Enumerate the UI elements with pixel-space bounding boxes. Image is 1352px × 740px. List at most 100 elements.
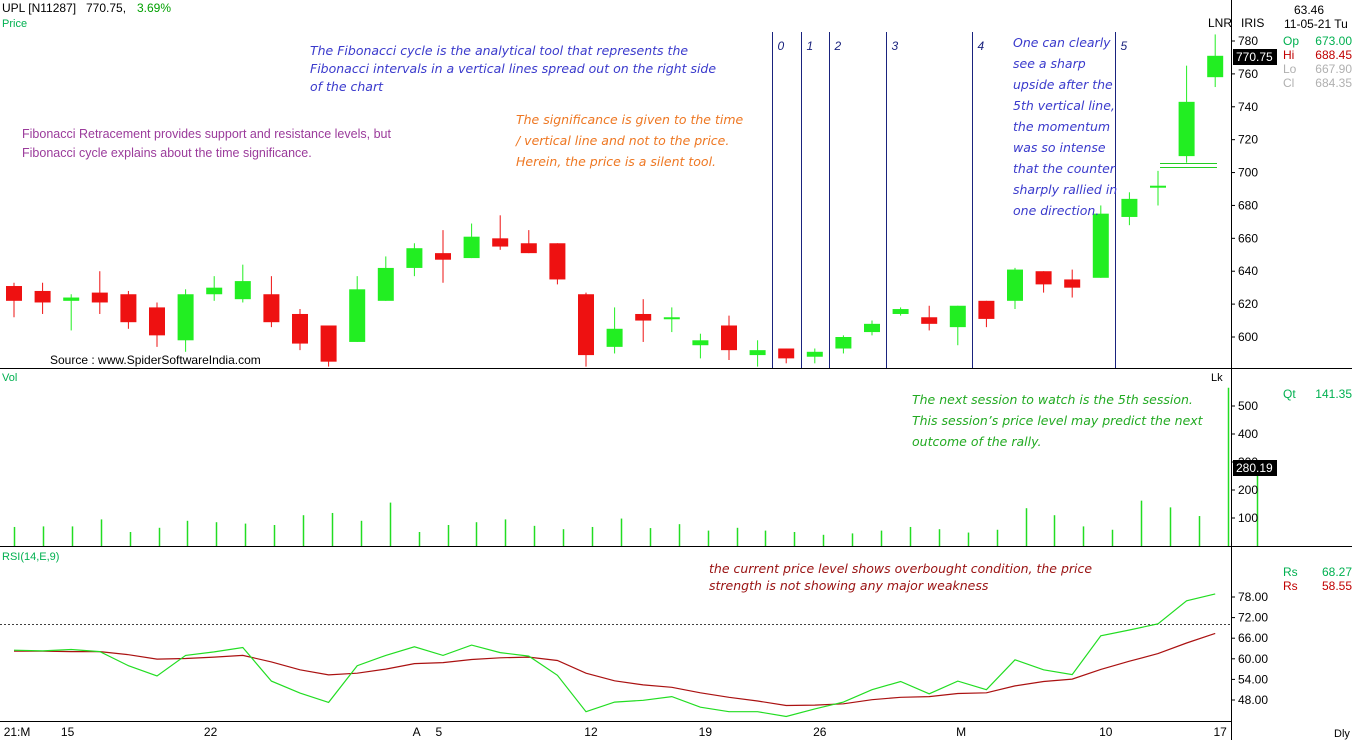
candle-body: [292, 313, 308, 344]
candle-body: [320, 325, 337, 362]
candle-body: [663, 317, 680, 320]
candle-body: [149, 307, 165, 336]
annotation-upside-line: One can clearly: [1013, 35, 1111, 50]
iris-label: IRIS: [1241, 16, 1264, 30]
last-price-tag-text: 770.75: [1236, 50, 1273, 64]
annotation-next-session: The next session to watch is the 5th ses…: [912, 392, 1204, 449]
ohlc-value: 684.35: [1315, 76, 1352, 90]
header-change: 3.69%: [137, 1, 171, 15]
annotation-next-session-line: The next session to watch is the 5th ses…: [912, 392, 1193, 407]
date-axis-labels: 21:M 15 22 A 5 12 19 26 M 10 17: [4, 725, 1227, 739]
fibonacci-time-lines: 0 1 2 3 4 5: [772, 32, 1128, 368]
annotation-rsi-note: the current price level shows overbought…: [709, 561, 1092, 593]
annotation-next-session-line: outcome of the rally.: [912, 434, 1042, 449]
price-tick-label: 640: [1238, 264, 1258, 278]
candle-body: [120, 294, 137, 323]
annotation-upside-line: upside after the: [1013, 77, 1113, 92]
rsi-tick-label: 54.00: [1238, 672, 1268, 686]
rsi-tick-label: 78.00: [1238, 590, 1268, 604]
candle-body: [463, 236, 480, 259]
rsi-panel-label: RSI(14,E,9): [2, 551, 59, 563]
candle-body: [721, 325, 737, 351]
date-label: 10: [1099, 725, 1113, 739]
price-panel-label: Price: [2, 18, 27, 30]
source-credit: Source : www.SpiderSoftwareIndia.com: [50, 353, 261, 367]
date-label: 12: [584, 725, 598, 739]
annotation-significance-line: / vertical line and not to the price.: [515, 133, 729, 148]
price-tick-label: 700: [1238, 166, 1258, 180]
volume-tag-bg: [1233, 460, 1277, 476]
date-label: A: [413, 725, 421, 739]
volume-panel-label: Vol: [2, 372, 17, 384]
date-label: 22: [204, 725, 218, 739]
rsi-line: [13, 593, 1216, 718]
candle-body: [578, 294, 594, 356]
rsi-readout-value: 68.27: [1322, 565, 1352, 579]
volume-tick-label: 400: [1238, 427, 1258, 441]
annotation-fib-cycle: The Fibonacci cycle is the analytical to…: [310, 43, 716, 94]
rsi-readout-value: 58.55: [1322, 579, 1352, 593]
candle-body: [349, 289, 366, 342]
rsi-tick-label: 48.00: [1238, 693, 1268, 707]
annotation-upside-line: that the counter: [1013, 161, 1116, 176]
annotation-upside-line: see a sharp: [1013, 56, 1086, 71]
price-tick-label: 740: [1238, 100, 1258, 114]
dly-label: Dly: [1334, 728, 1350, 740]
candle-body: [406, 248, 423, 268]
annotation-rsi-note-line: the current price level shows overbought…: [709, 561, 1092, 576]
candle-body: [949, 305, 966, 328]
candle-body: [1064, 279, 1081, 288]
candle-body: [63, 297, 80, 301]
qt-value: 141.35: [1315, 387, 1352, 401]
candle-body: [34, 290, 51, 303]
price-axis-ticks: 600 620 640 660 680 700 720 740 760 780: [1231, 34, 1258, 344]
annotation-fib-cycle-line: of the chart: [310, 79, 384, 94]
volume-value-tag: 280.19: [1233, 460, 1277, 476]
fib-line-label: 4: [978, 39, 985, 53]
header-last-price: 770.75,: [86, 1, 126, 15]
price-tick-label: 600: [1238, 330, 1258, 344]
annotation-significance-line: The significance is given to the time: [516, 112, 744, 127]
annotation-fib-cycle-line: The Fibonacci cycle is the analytical to…: [310, 43, 688, 58]
candlestick-series: [6, 34, 1224, 367]
candle-body: [234, 281, 251, 300]
date-label: 19: [699, 725, 713, 739]
candle-body: [864, 323, 880, 333]
ohlc-label: Hi: [1283, 48, 1294, 62]
annotation-upside: One can clearly see a sharp upside after t…: [1013, 35, 1117, 218]
rsi-tick-label: 60.00: [1238, 652, 1268, 666]
lnr-label: LNR: [1208, 16, 1232, 30]
date-label: 17: [1213, 725, 1227, 739]
candle-body: [492, 238, 509, 247]
candle-body: [606, 328, 623, 347]
price-tick-label: 720: [1238, 133, 1258, 147]
candle-body: [263, 294, 280, 323]
candle-body: [892, 309, 909, 314]
candle-body: [806, 351, 823, 357]
annotation-fib-cycle-line: Fibonacci intervals in a vertical lines …: [310, 61, 716, 76]
annotation-upside-line: was so intense: [1013, 140, 1106, 155]
qt-label: Qt: [1283, 387, 1296, 401]
rsi-tick-label: 66.00: [1238, 631, 1268, 645]
volume-bars: [13, 387, 1259, 546]
annotation-fib-retracement-line: Fibonacci cycle explains about the time …: [22, 146, 312, 160]
fib-line-label: 0: [778, 39, 785, 53]
candle-body: [1150, 185, 1166, 188]
rsi-readout-label: Rs: [1283, 579, 1298, 593]
candle-body: [1207, 55, 1224, 78]
price-tick-label: 680: [1238, 198, 1258, 212]
ohlc-value: 688.45: [1315, 48, 1352, 62]
ohlc-label: Op: [1283, 34, 1299, 48]
rsi-readout: Rs 68.27 Rs 58.55: [1283, 565, 1352, 593]
annotation-fib-retracement: Fibonacci Retracement provides support a…: [22, 127, 391, 160]
candle-body: [692, 340, 709, 346]
annotation-upside-line: sharply rallied in: [1013, 182, 1117, 197]
fib-line-label: 2: [834, 39, 842, 53]
rsi-signal-line: [14, 632, 1216, 707]
last-price-tag: 770.75: [1233, 49, 1277, 65]
volume-tag-text: 280.19: [1236, 461, 1273, 475]
ohlc-value: 673.00: [1315, 34, 1352, 48]
candle-body: [435, 253, 451, 260]
candle-body: [1092, 213, 1109, 278]
